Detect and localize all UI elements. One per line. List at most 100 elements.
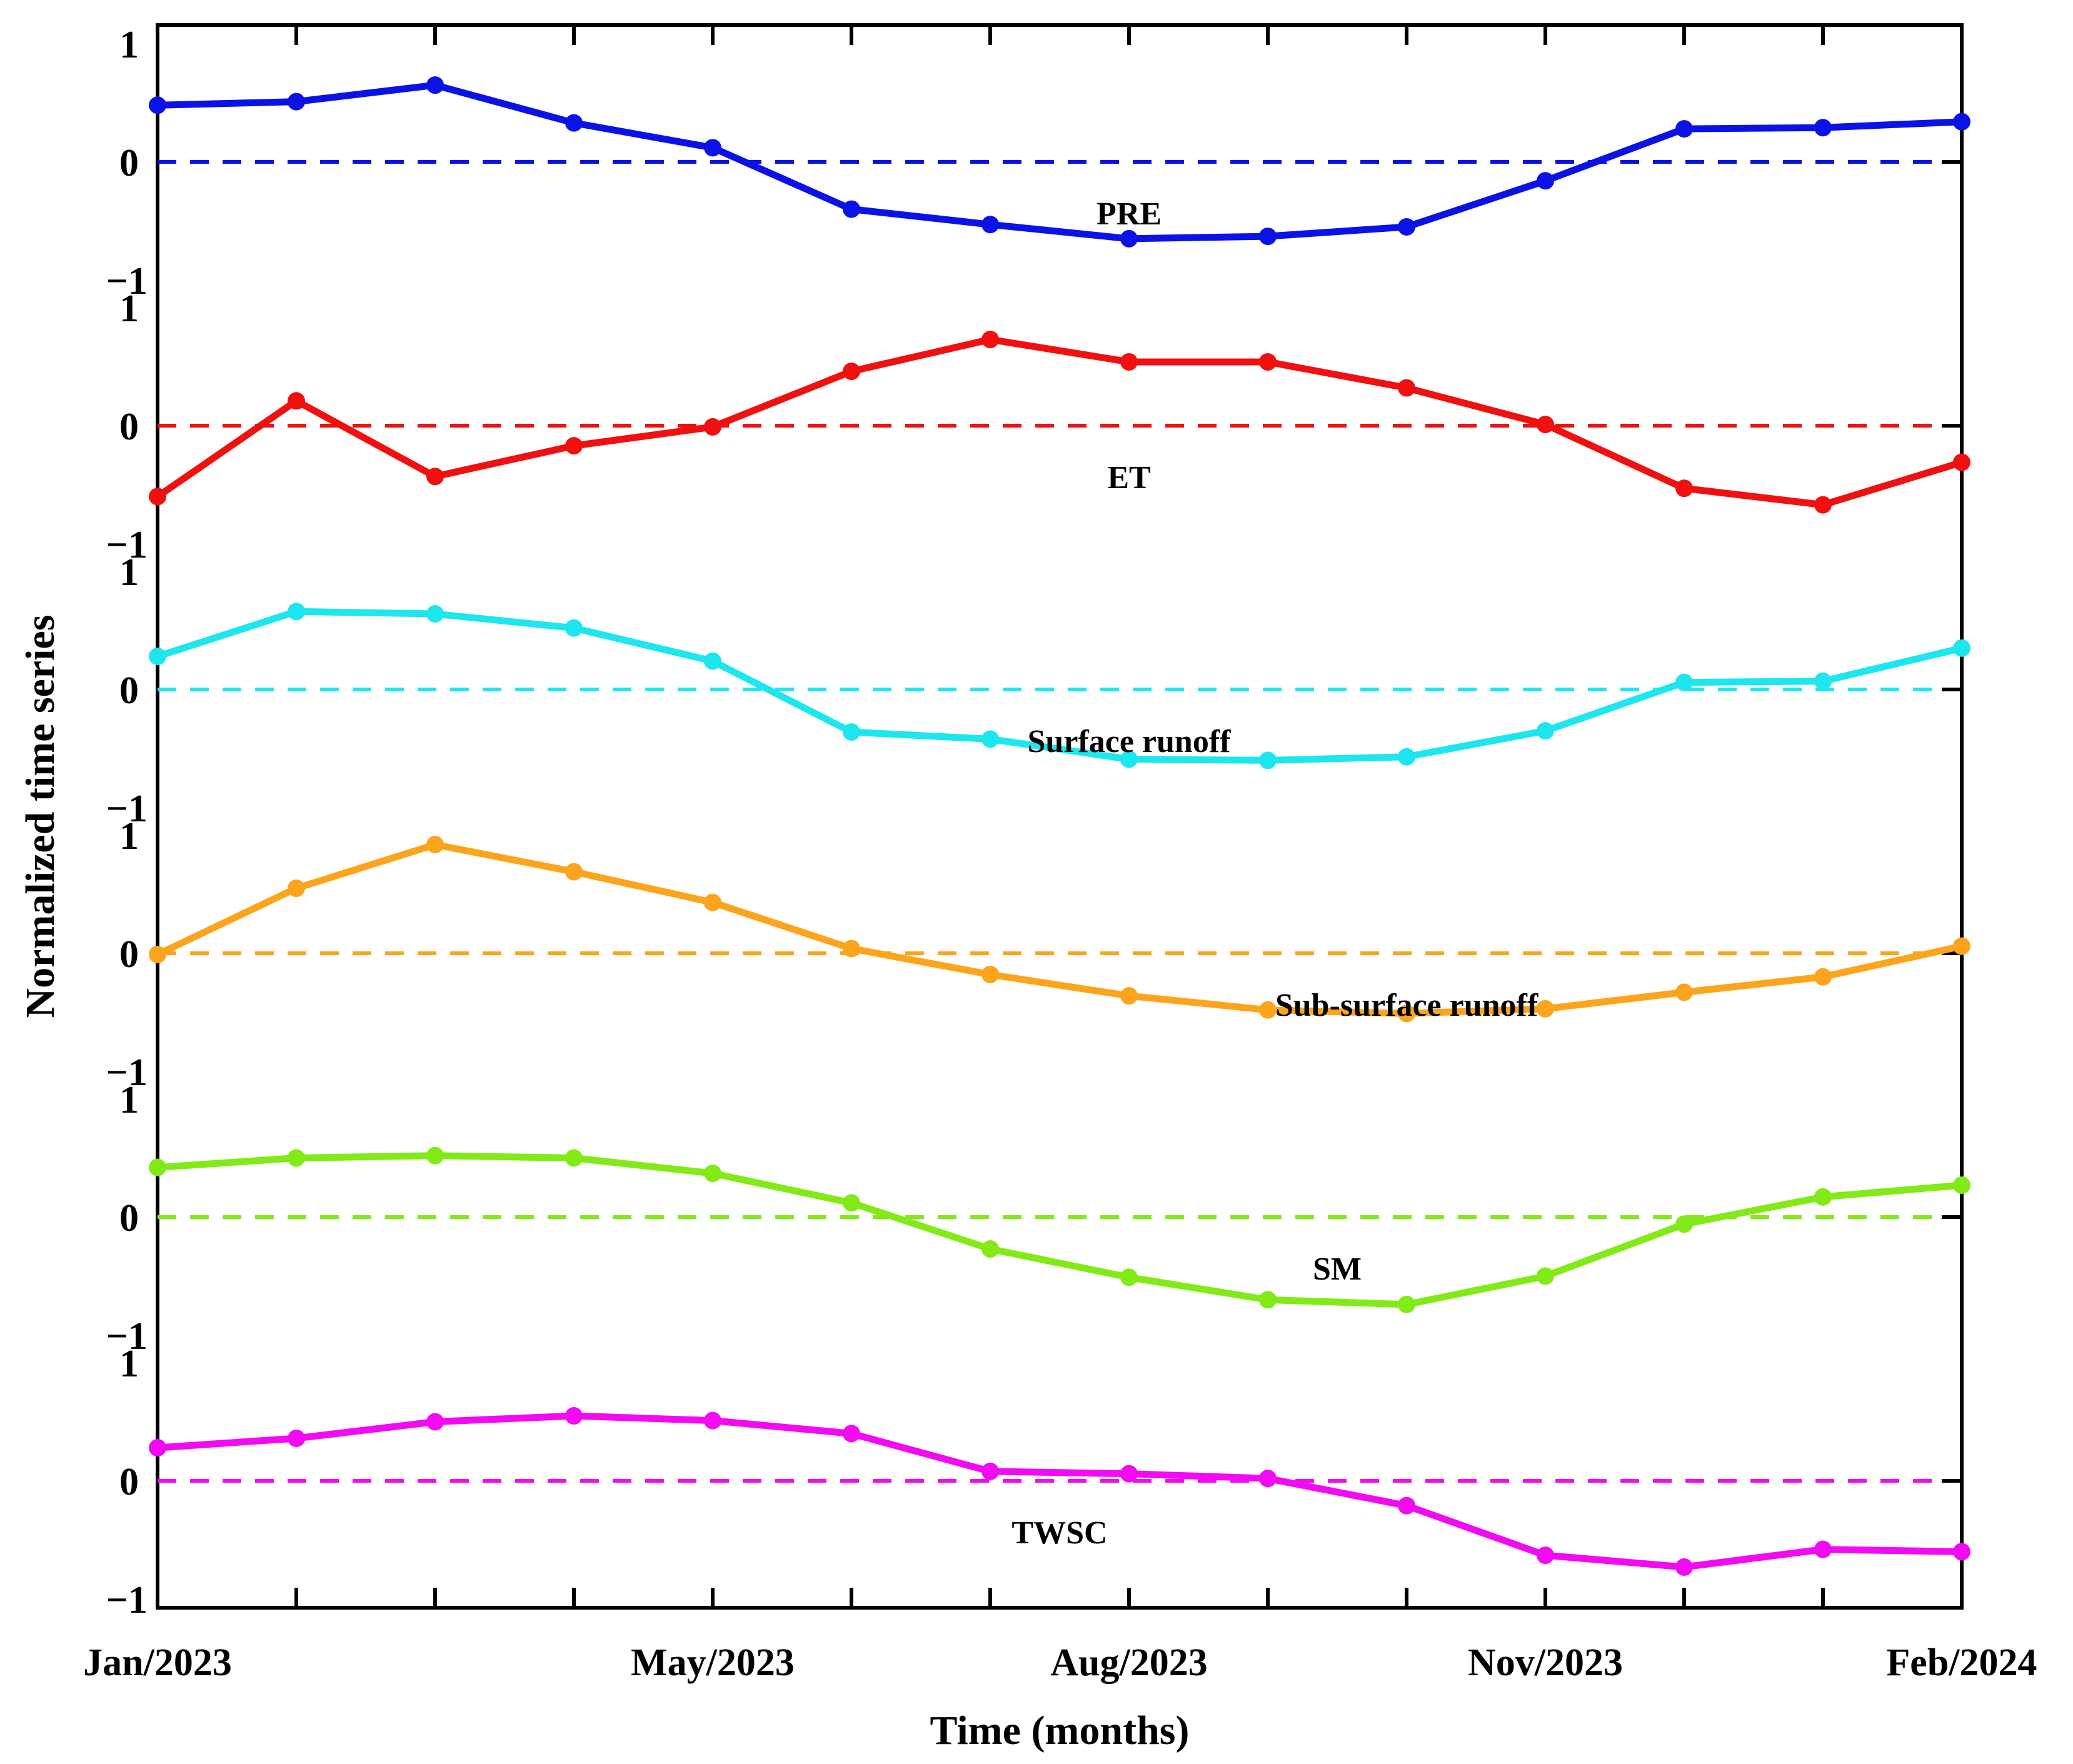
series-label: Surface runoff: [1028, 724, 1232, 759]
data-point: [1814, 1540, 1832, 1558]
data-point: [288, 93, 305, 111]
series-line: [154, 608, 1965, 764]
data-point: [704, 418, 721, 436]
data-point: [1120, 1268, 1138, 1286]
series-label: Sub-surface runoff: [1275, 988, 1538, 1023]
data-point: [1814, 968, 1832, 986]
x-tick-label: Jan/2023: [83, 1641, 232, 1684]
data-point: [1537, 1267, 1554, 1285]
data-point: [1537, 416, 1554, 434]
data-point: [843, 723, 860, 741]
y-axis-title: Normalized time series: [18, 614, 63, 1018]
series-line: [154, 841, 1965, 1017]
plot-frame: [156, 23, 1964, 1610]
x-tick-label: Aug/2023: [1050, 1641, 1207, 1684]
data-point: [149, 488, 166, 506]
series-label: ET: [1107, 460, 1150, 496]
data-point: [426, 468, 444, 486]
data-point: [288, 1149, 305, 1167]
data-point: [149, 1439, 166, 1457]
data-point: [1537, 1000, 1554, 1018]
data-point: [981, 331, 999, 349]
data-point: [1398, 379, 1415, 397]
y-tick-label: −1: [106, 1051, 148, 1094]
data-point: [981, 966, 999, 984]
data-point: [1953, 453, 1970, 471]
data-point: [981, 216, 999, 234]
y-tick-label: 1: [119, 815, 139, 858]
series-line: [154, 81, 1965, 243]
data-point: [1537, 172, 1554, 190]
y-tick-label: 1: [119, 1343, 139, 1385]
y-tick-label: 1: [119, 551, 139, 594]
data-point: [1675, 1215, 1693, 1233]
data-point: [149, 96, 166, 114]
data-point: [981, 730, 999, 748]
y-tick-label: 0: [119, 1461, 139, 1503]
data-point: [704, 652, 721, 670]
series-line: [154, 336, 1965, 509]
data-point: [565, 1407, 583, 1425]
data-point: [426, 1146, 444, 1165]
data-point: [843, 200, 860, 218]
data-point: [565, 114, 583, 132]
data-point: [426, 1413, 444, 1431]
y-tick-label: −1: [106, 1315, 148, 1358]
data-point: [1398, 218, 1415, 236]
data-point: [288, 879, 305, 898]
data-point: [1953, 937, 1970, 955]
y-tick-label: −1: [106, 260, 148, 303]
x-tick-label: May/2023: [631, 1641, 795, 1684]
data-point: [1814, 672, 1832, 690]
data-point: [1120, 1465, 1138, 1483]
data-point: [1675, 1558, 1693, 1576]
x-tick-label: Feb/2024: [1886, 1641, 2037, 1684]
series-label: PRE: [1097, 196, 1162, 232]
data-point: [565, 1149, 583, 1167]
y-tick-label: 0: [119, 669, 139, 712]
data-point: [1675, 983, 1693, 1001]
data-point: [1814, 119, 1832, 137]
data-point: [1675, 120, 1693, 138]
data-point: [1259, 1001, 1277, 1019]
data-point: [981, 1240, 999, 1258]
data-point: [1953, 639, 1970, 657]
data-point: [704, 139, 721, 157]
y-tick-label: −1: [106, 1579, 148, 1621]
data-point: [288, 392, 305, 410]
data-point: [1814, 1188, 1832, 1206]
data-point: [426, 836, 444, 854]
data-point: [704, 1411, 721, 1430]
data-point: [981, 1462, 999, 1480]
x-axis-title: Time (months): [930, 1708, 1190, 1753]
y-tick-label: 0: [119, 142, 139, 184]
x-tick-label: Nov/2023: [1468, 1641, 1623, 1684]
series-label: SM: [1313, 1251, 1362, 1287]
series-line: [154, 1412, 1965, 1571]
data-point: [426, 605, 444, 623]
data-point: [1953, 113, 1970, 131]
data-point: [1537, 1546, 1554, 1565]
series-label: TWSC: [1011, 1515, 1107, 1551]
y-tick-label: 0: [119, 1197, 139, 1240]
data-point: [149, 1158, 166, 1176]
data-point: [843, 363, 860, 381]
data-point: [565, 863, 583, 881]
data-point: [1675, 479, 1693, 498]
data-point: [1259, 1470, 1277, 1488]
y-tick-label: −1: [106, 524, 148, 566]
data-point: [288, 603, 305, 621]
data-point: [843, 1425, 860, 1443]
data-point: [843, 940, 860, 958]
data-point: [1259, 1291, 1277, 1309]
data-point: [565, 437, 583, 455]
data-point: [1537, 722, 1554, 740]
data-point: [1120, 353, 1138, 371]
series-line: [154, 1152, 1965, 1308]
y-tick-label: 0: [119, 933, 139, 976]
data-point: [843, 1194, 860, 1212]
y-tick-label: 1: [119, 1079, 139, 1121]
data-point: [149, 945, 166, 963]
data-point: [1120, 750, 1138, 768]
